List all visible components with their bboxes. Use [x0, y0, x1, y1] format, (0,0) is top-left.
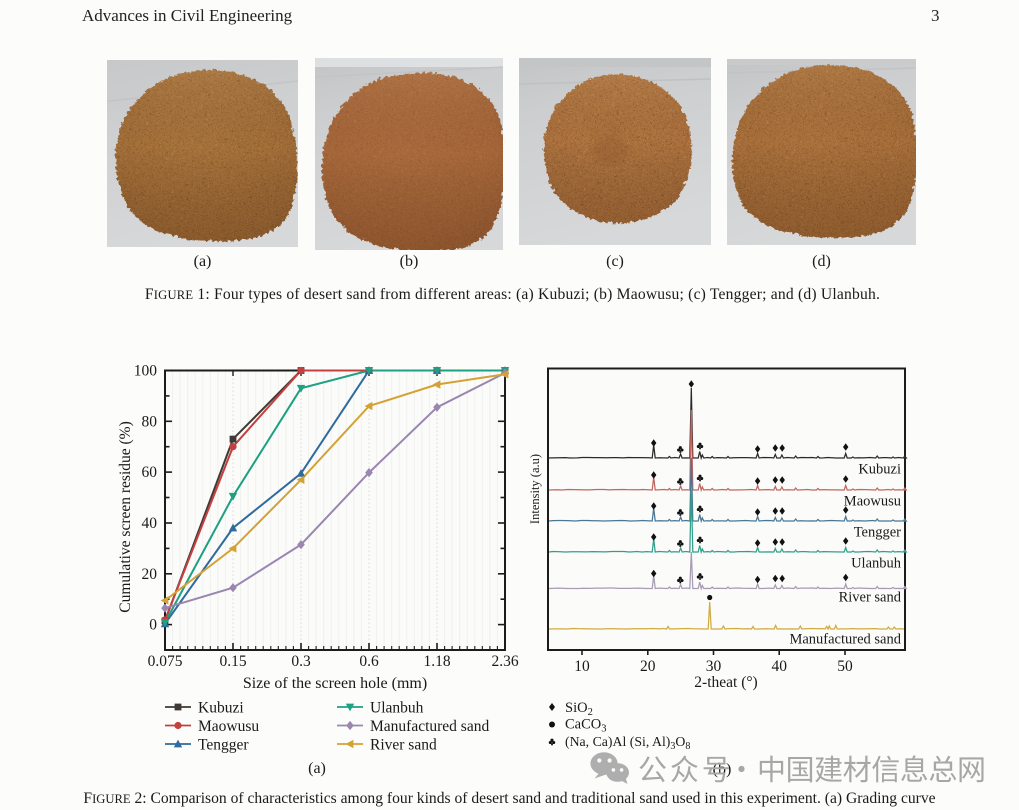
svg-text:Cumulative screen residue (%): Cumulative screen residue (%) [117, 421, 134, 613]
svg-text:(a): (a) [308, 760, 326, 777]
svg-text:Kubuzi: Kubuzi [858, 462, 901, 478]
svg-text:0: 0 [149, 617, 157, 634]
svg-text:2.36: 2.36 [491, 653, 518, 670]
svg-text:Maowusu: Maowusu [844, 494, 901, 510]
svg-text:Tengger: Tengger [854, 525, 901, 541]
svg-text:(Na, Ca)Al (Si, Al)3O8: (Na, Ca)Al (Si, Al)3O8 [565, 734, 690, 752]
svg-text:1.18: 1.18 [423, 653, 450, 670]
svg-text:10: 10 [574, 658, 590, 675]
svg-text:Ulanbuh: Ulanbuh [851, 556, 902, 572]
svg-text:Intensity (a.u): Intensity (a.u) [528, 454, 542, 524]
svg-text:60: 60 [142, 464, 158, 481]
svg-text:River sand: River sand [370, 737, 437, 754]
svg-text:30: 30 [706, 658, 722, 675]
svg-text:SiO2: SiO2 [565, 700, 593, 718]
svg-text:2-theat (°): 2-theat (°) [694, 674, 757, 691]
svg-text:Ulanbuh: Ulanbuh [370, 700, 424, 717]
svg-text:Tengger: Tengger [198, 737, 249, 754]
svg-text:0.15: 0.15 [219, 653, 246, 670]
svg-text:100: 100 [134, 363, 158, 380]
svg-text:40: 40 [771, 658, 787, 675]
svg-text:Manufactured sand: Manufactured sand [789, 632, 901, 648]
svg-text:Size of the screen hole (mm): Size of the screen hole (mm) [243, 675, 427, 692]
svg-text:Maowusu: Maowusu [198, 718, 259, 735]
svg-text:0.6: 0.6 [359, 653, 379, 670]
svg-text:River sand: River sand [839, 590, 902, 606]
svg-text:Manufactured sand: Manufactured sand [370, 718, 489, 735]
svg-text:0.075: 0.075 [148, 653, 183, 670]
svg-text:50: 50 [837, 658, 853, 675]
svg-text:80: 80 [142, 413, 158, 430]
svg-text:40: 40 [142, 515, 158, 532]
svg-text:CaCO3: CaCO3 [565, 717, 607, 735]
svg-text:20: 20 [142, 566, 158, 583]
svg-text:0.3: 0.3 [291, 653, 311, 670]
svg-text:Kubuzi: Kubuzi [198, 700, 244, 717]
svg-text:20: 20 [640, 658, 656, 675]
